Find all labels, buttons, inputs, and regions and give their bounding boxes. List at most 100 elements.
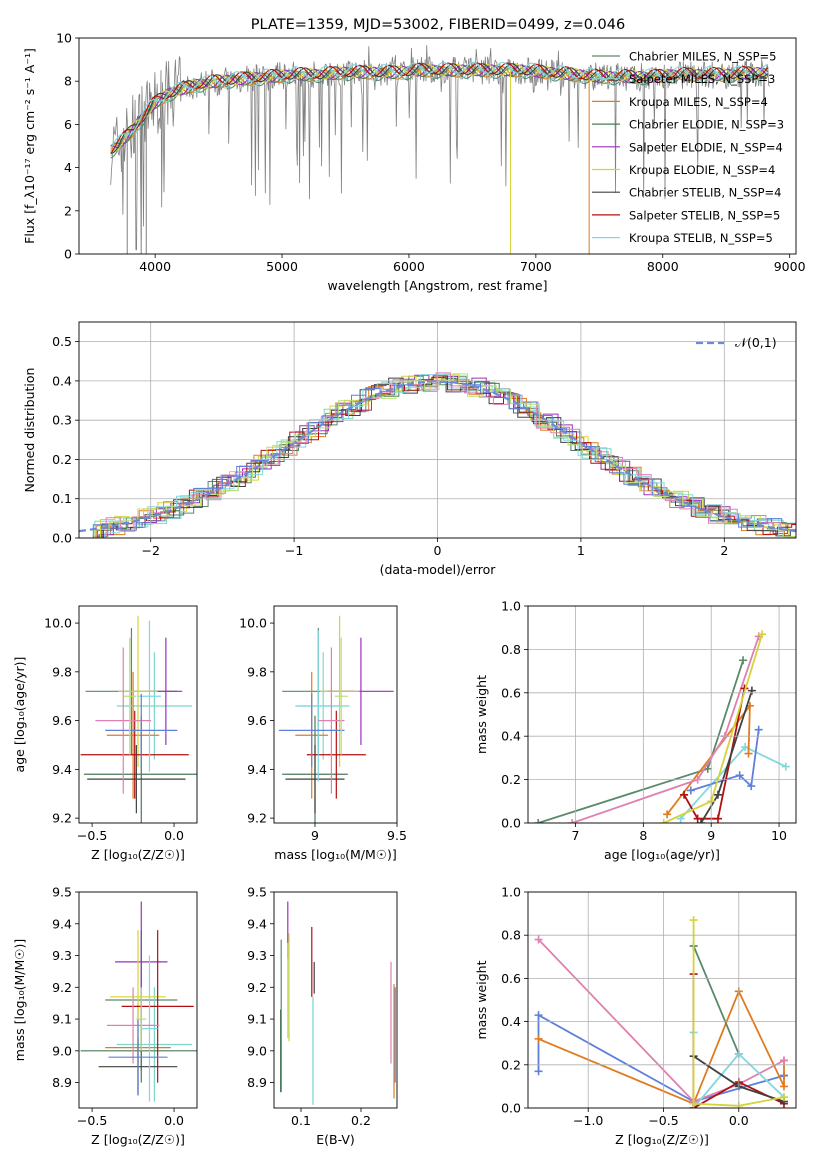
- x-tick-label: 7000: [520, 259, 552, 274]
- weight-series-line-3: [692, 945, 740, 1055]
- y-axis-label: mass weight: [474, 675, 489, 754]
- x-tick-label: 9.5: [387, 828, 407, 843]
- weight-point-marker: [534, 1034, 543, 1043]
- x-tick-label: 9: [311, 828, 319, 843]
- y-tick-label: 9.1: [52, 1012, 72, 1027]
- spectrum-model-line-2: [110, 65, 769, 152]
- weight-point-marker: [747, 686, 756, 695]
- x-tick-label: −1: [285, 543, 303, 558]
- y-tick-label: 9.4: [52, 762, 72, 777]
- x-tick-label: 5000: [266, 259, 298, 274]
- x-tick-label: −2: [141, 543, 159, 558]
- y-tick-label: 0.4: [501, 729, 521, 744]
- x-axis-label: Z [log₁₀(Z/Z☉)]: [91, 847, 185, 862]
- y-tick-label: 0.4: [52, 373, 72, 388]
- weight_vs_z-panel: −1.0 −0.5 0.0 0.0 0.2 0.4 0.6 0.8 1.0 Z [log₁₀(Z/…: [474, 885, 797, 1147]
- y-tick-label: 9.3: [247, 948, 267, 963]
- y-tick-label: 0.2: [501, 772, 521, 787]
- y-tick-label: 0.0: [52, 531, 72, 546]
- residuals-panel: −2 −1 0 1 2 0.0 0.1 0.2 0.3 0.4 0.5 (data-model)/er…: [22, 321, 797, 577]
- x-tick-label: 0.0: [164, 828, 184, 843]
- y-tick-label: 0.2: [52, 452, 72, 467]
- histogram-step-9: [91, 372, 796, 538]
- x-tick-label: 0.0: [729, 1113, 749, 1128]
- x-tick-label: 0.0: [164, 1113, 184, 1128]
- y-tick-label: 9.6: [247, 713, 267, 728]
- y-tick-label: 0.1: [52, 491, 72, 506]
- x-tick-label: 10: [771, 828, 787, 843]
- x-tick-label: 8000: [647, 259, 679, 274]
- weight_vs_age-plot-area: [534, 630, 790, 823]
- y-tick-label: 9.4: [247, 762, 267, 777]
- y-tick-label: 2: [64, 203, 72, 218]
- spectrum-frame: [78, 37, 797, 255]
- weight-point-marker: [568, 819, 577, 823]
- mass_vs_ebv-panel: 0.1 0.2 8.9 9.0 9.1 9.2 9.3 9.4 9.5 E(B-V): [247, 885, 398, 1147]
- x-tick-label: 1: [577, 543, 585, 558]
- y-tick-label: 9.1: [247, 1012, 267, 1027]
- age_vs_mass-panel: 9 9.5 9.2 9.4 9.6 9.8 10.0 mass [log₁₀(M/M☉)]: [239, 605, 407, 862]
- y-tick-label: 0.4: [501, 1014, 521, 1029]
- y-tick-label: 9.0: [247, 1043, 267, 1058]
- y-tick-label: 1.0: [501, 599, 521, 614]
- age_vs_z-frame: [78, 605, 198, 824]
- y-tick-label: 8: [64, 74, 72, 89]
- y-tick-label: 8.9: [52, 1075, 72, 1090]
- y-tick-label: 9.8: [52, 664, 72, 679]
- x-tick-label: 0: [434, 543, 442, 558]
- x-tick-label: 7: [572, 828, 580, 843]
- histogram-step-1: [80, 377, 796, 538]
- weight-point-marker: [697, 819, 706, 823]
- y-tick-label: 9.8: [247, 664, 267, 679]
- y-tick-label: 9.5: [52, 885, 72, 900]
- x-tick-label: 9: [707, 828, 715, 843]
- weight-series-line-7: [692, 920, 785, 1107]
- y-tick-label: 9.5: [247, 885, 267, 900]
- weight-point-marker: [739, 656, 748, 665]
- y-tick-label: 0.0: [501, 816, 521, 831]
- y-tick-label: 4: [64, 160, 72, 175]
- weight-point-marker: [689, 1099, 698, 1108]
- x-axis-label: wavelength [Angstrom, rest frame]: [327, 278, 547, 293]
- age_vs_mass-frame: [273, 605, 398, 824]
- weight-point-marker: [534, 819, 543, 823]
- spectrum-model-line-3: [110, 65, 769, 147]
- x-tick-label: 0.1: [291, 1113, 311, 1128]
- legend-entry: 𝒩(0,1): [735, 335, 777, 350]
- weight-point-marker: [689, 916, 698, 925]
- x-tick-label: 6000: [393, 259, 425, 274]
- y-tick-label: 9.2: [247, 980, 267, 995]
- y-tick-label: 10.0: [239, 616, 267, 631]
- y-axis-label: age [log₁₀(age/yr)]: [12, 657, 27, 773]
- weight-point-marker: [744, 749, 753, 758]
- weight-point-marker: [754, 725, 763, 734]
- x-axis-label: (data-model)/error: [380, 562, 497, 577]
- y-axis-label: Normed distribution: [22, 368, 37, 493]
- weight_vs_z-plot-area: [534, 916, 788, 1108]
- y-tick-label: 0.8: [501, 928, 521, 943]
- weight-point-marker: [663, 810, 672, 819]
- y-tick-label: 9.2: [52, 980, 72, 995]
- spectrum-model-line-6: [110, 63, 769, 155]
- spectrum-panel: 4000 5000 6000 7000 8000 9000 0 2 4 6 8 10 wavelengt…: [22, 31, 806, 294]
- y-tick-label: 0.8: [501, 642, 521, 657]
- legend-entry: Salpeter MILES, N_SSP=3: [629, 72, 775, 86]
- mass_vs_ebv-frame: [273, 891, 398, 1109]
- y-tick-label: 10.0: [44, 616, 72, 631]
- weight_vs_age-frame: [527, 605, 797, 824]
- weight-point-marker: [534, 1067, 543, 1076]
- weight-point-marker: [758, 630, 767, 639]
- legend-entry: Kroupa MILES, N_SSP=4: [629, 95, 768, 109]
- y-tick-label: 9.4: [247, 916, 267, 931]
- y-tick-label: 8.9: [247, 1075, 267, 1090]
- weight_vs_age-panel: 7 8 9 10 0.0 0.2 0.4 0.6 0.8 1.0 age [log₁₀(age/yr…: [474, 599, 797, 862]
- y-tick-label: 1.0: [501, 885, 521, 900]
- weight-point-marker: [741, 743, 750, 752]
- legend-entry: Chabrier STELIB, N_SSP=4: [629, 186, 781, 200]
- weight-series-line-7: [663, 633, 763, 823]
- x-axis-label: E(B-V): [316, 1132, 355, 1147]
- chart-title: PLATE=1359, MJD=53002, FIBERID=0499, z=0…: [251, 17, 625, 33]
- weight-point-marker: [534, 1011, 543, 1020]
- weight_vs_z-frame: [527, 891, 797, 1109]
